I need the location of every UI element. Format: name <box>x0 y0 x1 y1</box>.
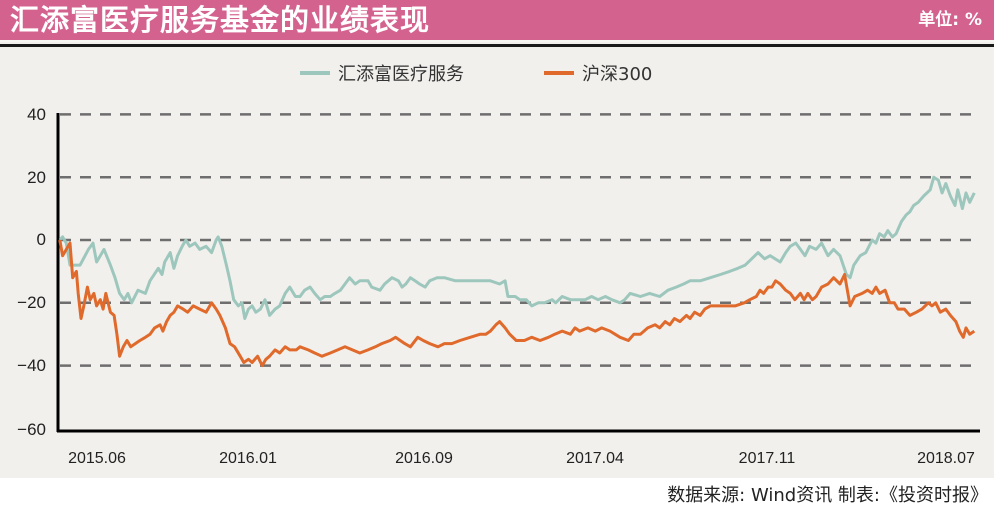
ytick-neg60: −60 <box>17 420 46 439</box>
ytick-0: 0 <box>36 230 46 249</box>
source-note: 数据来源: Wind资讯 制表:《投资时报》 <box>667 485 988 506</box>
xtick-2016-09: 2016.09 <box>395 450 453 467</box>
legend-item-fund: 汇添富医疗服务 <box>300 60 464 86</box>
series-line-index <box>58 239 976 368</box>
panel-top-border <box>0 44 994 47</box>
legend-swatch-fund-icon <box>300 71 330 75</box>
legend-label-fund: 汇添富医疗服务 <box>338 64 464 85</box>
series-line-fund <box>58 175 976 320</box>
ytick-40: 40 <box>27 105 46 124</box>
legend-label-index: 沪深300 <box>582 64 653 85</box>
unit-label: 单位: % <box>918 10 982 30</box>
chart-title: 汇添富医疗服务基金的业绩表现 <box>10 3 431 37</box>
ytick-neg40: −40 <box>17 356 46 375</box>
legend-swatch-index-icon <box>544 71 574 75</box>
ytick-20: 20 <box>27 168 46 187</box>
xtick-2018-07: 2018.07 <box>917 450 975 467</box>
legend-item-index: 沪深300 <box>544 60 652 86</box>
xtick-2017-04: 2017.04 <box>566 450 624 467</box>
xtick-2017-11: 2017.11 <box>738 450 796 467</box>
xtick-2015-06: 2015.06 <box>68 450 126 467</box>
gridlines <box>60 113 980 367</box>
chart-legend: 汇添富医疗服务 沪深300 <box>300 60 732 86</box>
ytick-neg20: −20 <box>17 293 46 312</box>
xtick-2016-01: 2016.01 <box>219 450 277 467</box>
chart-header: 汇添富医疗服务基金的业绩表现 单位: % <box>0 0 994 40</box>
